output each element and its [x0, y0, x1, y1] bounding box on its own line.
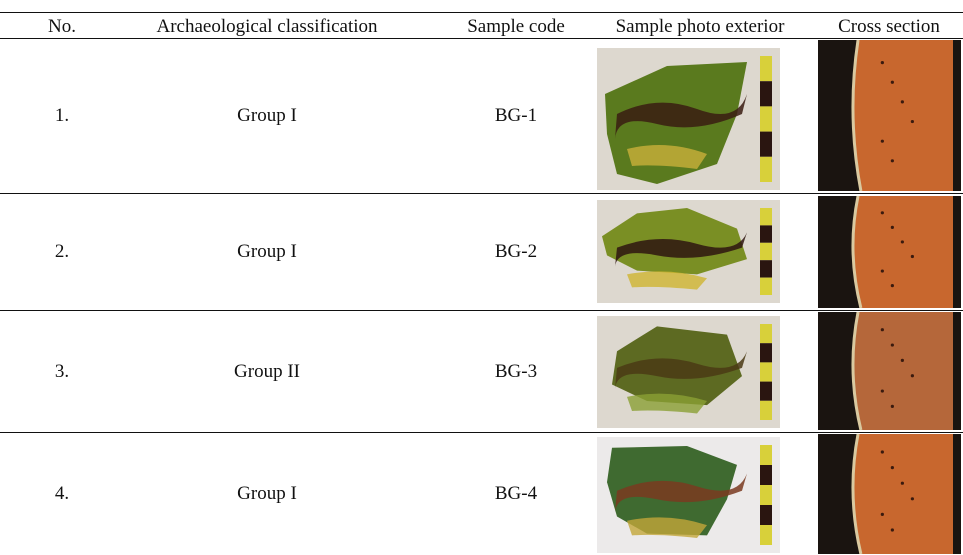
sample-photo	[597, 48, 780, 190]
scale-bar-segment	[760, 56, 772, 81]
sample-code: BG-1	[495, 105, 537, 127]
pore	[901, 240, 904, 243]
classification: Group I	[237, 241, 297, 263]
pore	[881, 450, 884, 453]
column-header: Archaeological classification	[156, 16, 377, 38]
column-header: No.	[48, 16, 76, 38]
pore	[911, 497, 914, 500]
pore	[911, 374, 914, 377]
row-rule	[0, 310, 963, 311]
scale-bar-segment	[760, 525, 772, 545]
scale-bar-segment	[760, 401, 772, 420]
sample-photo	[597, 316, 780, 428]
scale-bar-segment	[760, 106, 772, 131]
pore	[891, 81, 894, 84]
cross-section-photo	[818, 40, 961, 191]
scale-bar-segment	[760, 81, 772, 106]
scale-bar-segment	[760, 260, 772, 277]
row-number: 2.	[55, 241, 69, 263]
pore	[901, 359, 904, 362]
column-header: Cross section	[838, 16, 940, 38]
scale-bar-segment	[760, 445, 772, 465]
pore	[881, 328, 884, 331]
scale-bar-segment	[760, 465, 772, 485]
row-rule	[0, 193, 963, 194]
header-rule	[0, 38, 963, 39]
pore	[881, 211, 884, 214]
scale-bar-segment	[760, 485, 772, 505]
scale-bar-segment	[760, 278, 772, 295]
ceramic-body	[853, 434, 953, 554]
top-rule	[0, 12, 963, 13]
ceramic-body	[853, 312, 953, 430]
ceramic-body	[853, 196, 953, 308]
classification: Group I	[237, 105, 297, 127]
scale-bar-segment	[760, 243, 772, 260]
pore	[901, 482, 904, 485]
scale-bar-segment	[760, 225, 772, 242]
column-header: Sample code	[467, 16, 565, 38]
scale-bar-segment	[760, 505, 772, 525]
row-number: 3.	[55, 361, 69, 383]
scale-bar-segment	[760, 362, 772, 381]
pore	[891, 343, 894, 346]
pore	[891, 405, 894, 408]
pore	[881, 140, 884, 143]
scale-bar-segment	[760, 343, 772, 362]
pore	[891, 528, 894, 531]
scale-bar-segment	[760, 208, 772, 225]
scale-bar-segment	[760, 324, 772, 343]
sample-code: BG-4	[495, 483, 537, 505]
scale-bar-segment	[760, 157, 772, 182]
row-number: 1.	[55, 105, 69, 127]
sample-photo	[597, 200, 780, 303]
scale-bar-segment	[760, 382, 772, 401]
sample-photo	[597, 437, 780, 553]
classification: Group II	[234, 361, 300, 383]
pore	[891, 284, 894, 287]
pore	[881, 389, 884, 392]
pore	[881, 513, 884, 516]
pore	[891, 466, 894, 469]
pore	[911, 255, 914, 258]
pore	[911, 120, 914, 123]
row-rule	[0, 432, 963, 433]
row-number: 4.	[55, 483, 69, 505]
cross-section-photo	[818, 434, 961, 554]
cross-section-photo	[818, 312, 961, 430]
column-header: Sample photo exterior	[616, 16, 785, 38]
pore	[881, 269, 884, 272]
classification: Group I	[237, 483, 297, 505]
sample-code: BG-2	[495, 241, 537, 263]
sample-code: BG-3	[495, 361, 537, 383]
ceramic-body	[853, 40, 953, 191]
scale-bar-segment	[760, 132, 772, 157]
pore	[881, 61, 884, 64]
pore	[891, 159, 894, 162]
page: No. Archaeological classification Sample…	[0, 0, 963, 555]
cross-section-photo	[818, 196, 961, 308]
pore	[891, 226, 894, 229]
pore	[901, 100, 904, 103]
